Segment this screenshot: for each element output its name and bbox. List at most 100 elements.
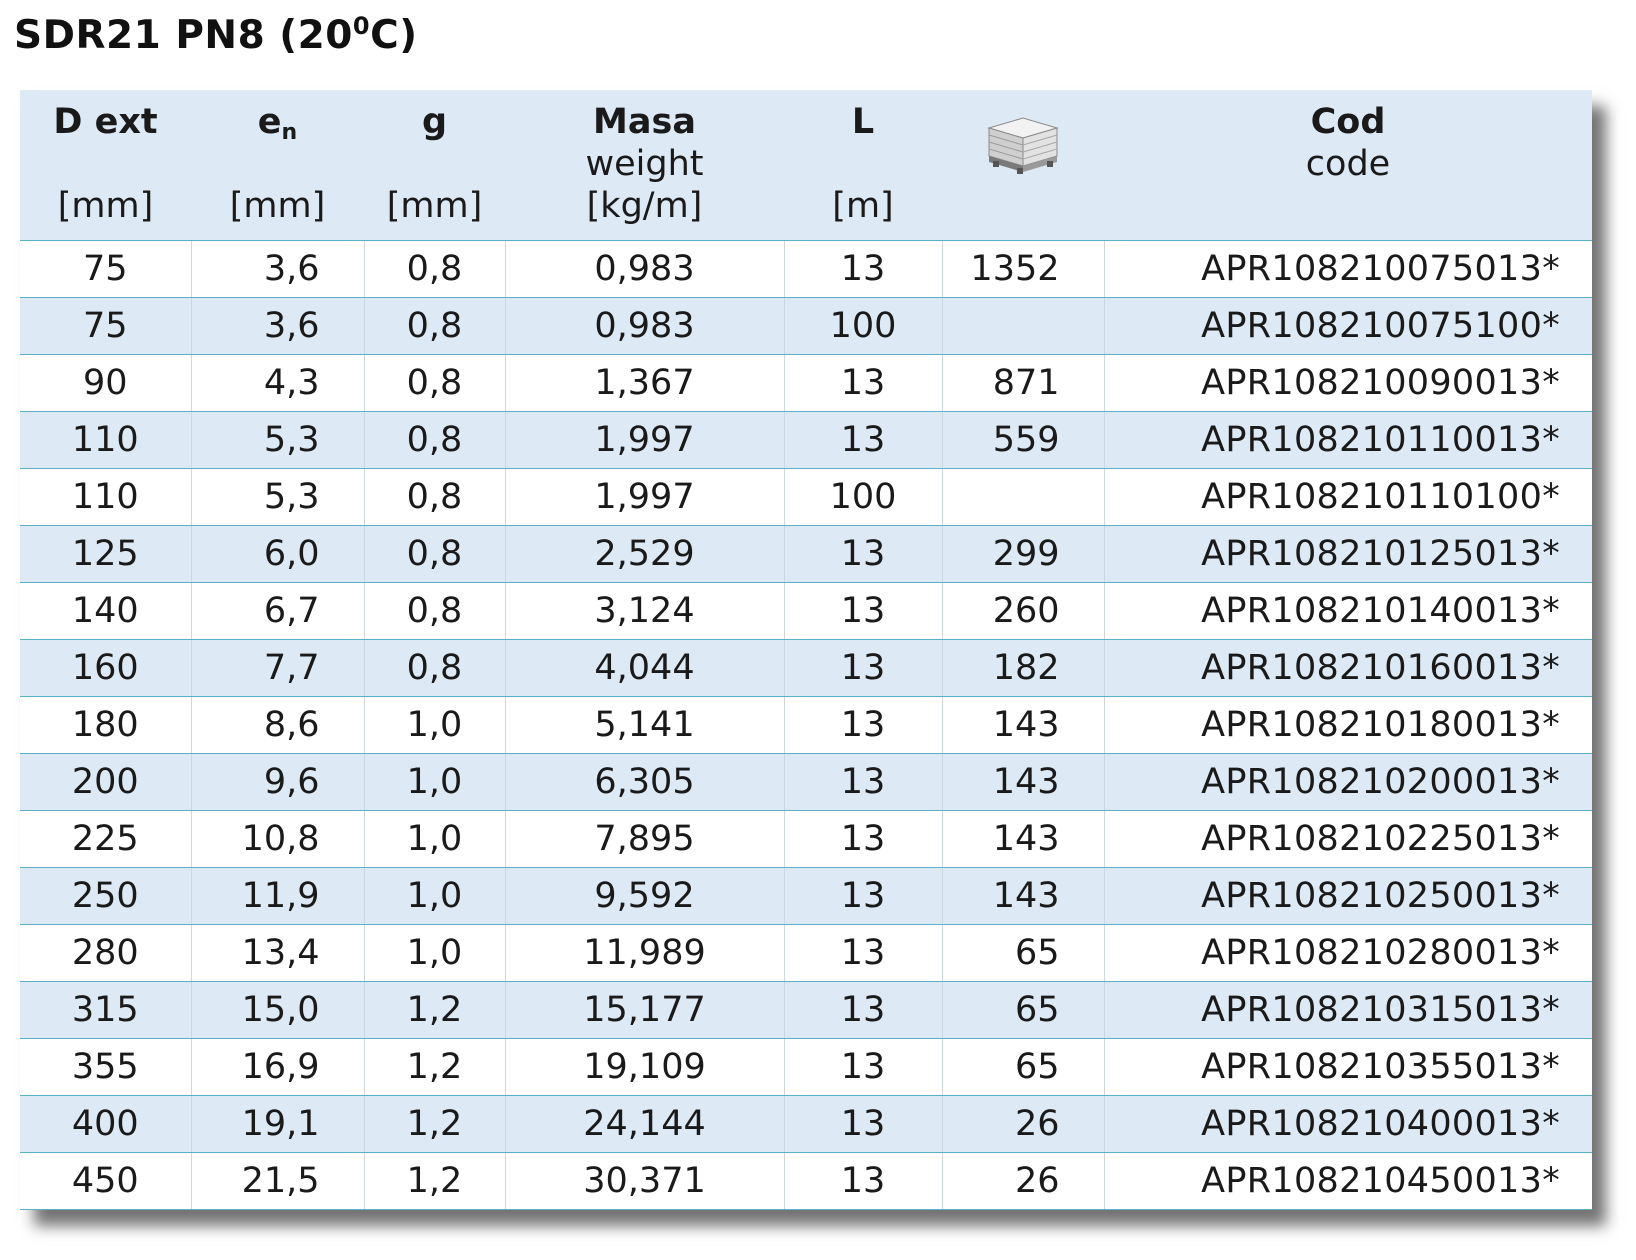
row-dext: 160: [20, 639, 192, 697]
table-row: 125 6,0 0,8 2,529 13 299 APR108210125013*: [20, 525, 1592, 583]
row-code: APR108210110100*: [1104, 468, 1592, 526]
row-pallet-qty: 182: [942, 639, 1105, 697]
table-row: 90 4,3 0,8 1,367 13 871 APR108210090013*: [20, 354, 1592, 412]
row-pallet-qty: 143: [942, 753, 1105, 811]
row-dext: 225: [20, 810, 192, 868]
table-row: 400 19,1 1,2 24,144 13 26 APR108210400013*: [20, 1095, 1592, 1153]
row-length: 13: [784, 1038, 943, 1096]
row-masa: 19,109: [505, 1038, 785, 1096]
row-g: 0,8: [364, 297, 506, 355]
row-masa: 0,983: [505, 297, 785, 355]
row-masa: 24,144: [505, 1095, 785, 1153]
pallet-stack-icon: [987, 117, 1059, 174]
row-masa: 6,305: [505, 753, 785, 811]
row-g: 1,0: [364, 753, 506, 811]
row-code: APR108210450013*: [1104, 1152, 1592, 1210]
row-length: 13: [784, 1152, 943, 1210]
table-row: 75 3,6 0,8 0,983 13 1352 APR108210075013*: [20, 240, 1592, 298]
row-length: 100: [784, 297, 943, 355]
row-masa: 5,141: [505, 696, 785, 754]
row-pallet-qty: 871: [942, 354, 1105, 412]
table-row: 315 15,0 1,2 15,177 13 65 APR108210315013*: [20, 981, 1592, 1039]
header-en: en [mm]: [191, 90, 364, 241]
row-dext: 110: [20, 411, 192, 469]
row-code: APR108210355013*: [1104, 1038, 1592, 1096]
table-row: 110 5,3 0,8 1,997 100 APR108210110100*: [20, 468, 1592, 526]
row-length: 13: [784, 696, 943, 754]
row-code: APR108210250013*: [1104, 867, 1592, 925]
row-length: 13: [784, 354, 943, 412]
row-dext: 90: [20, 354, 192, 412]
row-length: 13: [784, 240, 943, 298]
row-length: 100: [784, 468, 943, 526]
row-dext: 110: [20, 468, 192, 526]
row-en: 13,4: [191, 924, 365, 982]
row-en: 10,8: [191, 810, 365, 868]
row-dext: 280: [20, 924, 192, 982]
row-pallet-qty: 143: [942, 696, 1105, 754]
row-g: 1,0: [364, 924, 506, 982]
row-g: 1,0: [364, 696, 506, 754]
row-length: 13: [784, 582, 943, 640]
row-dext: 450: [20, 1152, 192, 1210]
row-en: 9,6: [191, 753, 365, 811]
row-code: APR108210200013*: [1104, 753, 1592, 811]
row-code: APR108210315013*: [1104, 981, 1592, 1039]
row-masa: 30,371: [505, 1152, 785, 1210]
row-code: APR108210090013*: [1104, 354, 1592, 412]
row-length: 13: [784, 1095, 943, 1153]
row-pallet-qty: 1352: [942, 240, 1105, 298]
row-length: 13: [784, 411, 943, 469]
row-code: APR108210075100*: [1104, 297, 1592, 355]
row-dext: 180: [20, 696, 192, 754]
row-en: 19,1: [191, 1095, 365, 1153]
row-g: 0,8: [364, 354, 506, 412]
row-masa: 7,895: [505, 810, 785, 868]
row-en: 5,3: [191, 468, 365, 526]
row-pallet-qty: 143: [942, 867, 1105, 925]
header-length: L [m]: [784, 90, 942, 241]
row-pallet-qty: 26: [942, 1095, 1105, 1153]
row-dext: 125: [20, 525, 192, 583]
row-code: APR108210075013*: [1104, 240, 1592, 298]
row-dext: 400: [20, 1095, 192, 1153]
header-g: g [mm]: [364, 90, 505, 241]
row-en: 6,0: [191, 525, 365, 583]
table-row: 200 9,6 1,0 6,305 13 143 APR108210200013*: [20, 753, 1592, 811]
row-code: APR108210400013*: [1104, 1095, 1592, 1153]
row-en: 16,9: [191, 1038, 365, 1096]
row-code: APR108210225013*: [1104, 810, 1592, 868]
row-masa: 15,177: [505, 981, 785, 1039]
row-dext: 250: [20, 867, 192, 925]
row-en: 11,9: [191, 867, 365, 925]
row-g: 1,2: [364, 1152, 506, 1210]
table-row: 225 10,8 1,0 7,895 13 143 APR108210225013*: [20, 810, 1592, 868]
row-g: 0,8: [364, 240, 506, 298]
row-en: 8,6: [191, 696, 365, 754]
row-masa: 1,367: [505, 354, 785, 412]
row-pallet-qty: 143: [942, 810, 1105, 868]
row-g: 1,2: [364, 1038, 506, 1096]
row-g: 0,8: [364, 468, 506, 526]
row-masa: 1,997: [505, 468, 785, 526]
row-dext: 75: [20, 240, 192, 298]
row-length: 13: [784, 810, 943, 868]
row-dext: 315: [20, 981, 192, 1039]
row-masa: 9,592: [505, 867, 785, 925]
row-length: 13: [784, 867, 943, 925]
header-dext: D ext [mm]: [20, 90, 191, 241]
table-row: 280 13,4 1,0 11,989 13 65 APR108210280013*: [20, 924, 1592, 982]
row-pallet-qty: [942, 468, 1105, 526]
row-en: 5,3: [191, 411, 365, 469]
pipe-spec-table: D ext [mm] en [mm] g [mm] Masa weight [k…: [20, 90, 1592, 1210]
row-length: 13: [784, 753, 943, 811]
row-g: 0,8: [364, 582, 506, 640]
row-pallet-qty: 260: [942, 582, 1105, 640]
row-masa: 1,997: [505, 411, 785, 469]
row-dext: 140: [20, 582, 192, 640]
row-pallet-qty: 559: [942, 411, 1105, 469]
table-row: 160 7,7 0,8 4,044 13 182 APR108210160013*: [20, 639, 1592, 697]
table-row: 75 3,6 0,8 0,983 100 APR108210075100*: [20, 297, 1592, 355]
row-masa: 11,989: [505, 924, 785, 982]
row-pallet-qty: 299: [942, 525, 1105, 583]
